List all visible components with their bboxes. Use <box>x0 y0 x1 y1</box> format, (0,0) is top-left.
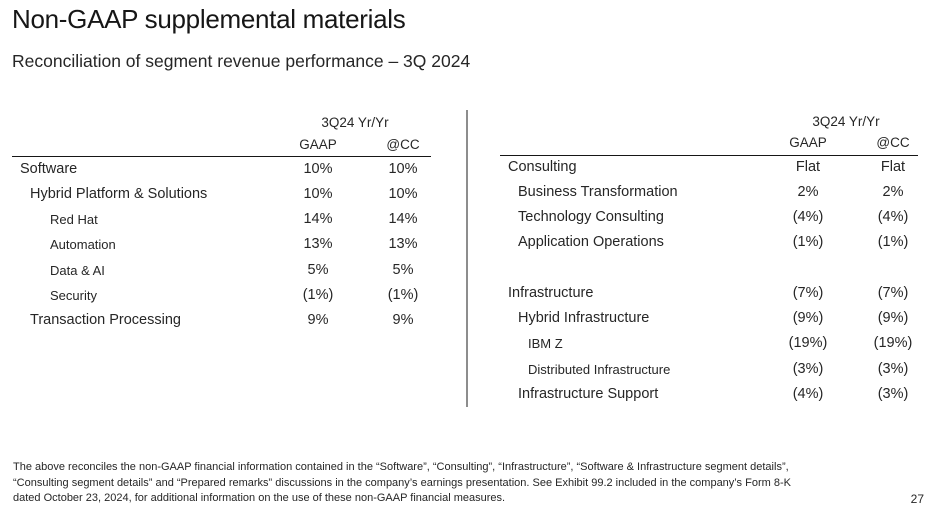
period-header: 3Q24 Yr/Yr <box>812 114 880 129</box>
row-label: Distributed Infrastructure <box>528 362 671 377</box>
footnote-line: dated October 23, 2024, for additional i… <box>13 492 506 504</box>
cc-value: (19%) <box>873 335 913 351</box>
row-label: Consulting <box>508 159 577 175</box>
table-row: Transaction Processing 9% 9% <box>12 312 432 334</box>
table-row: Consulting Flat Flat <box>500 159 920 181</box>
row-label: Transaction Processing <box>30 312 181 328</box>
column-header-gaap: GAAP <box>299 137 337 152</box>
slide-title: Non-GAAP supplemental materials <box>12 4 406 34</box>
footnote-line: “Consulting segment details” and “Prepar… <box>13 476 791 489</box>
row-label: Technology Consulting <box>518 209 664 225</box>
row-label: Security <box>50 288 97 303</box>
gaap-value: (4%) <box>792 386 824 402</box>
row-label: Application Operations <box>518 234 664 250</box>
gaap-value: (1%) <box>302 287 334 303</box>
table-row: Data & AI 5% 5% <box>12 262 432 284</box>
table-row: Distributed Infrastructure (3%) (3%) <box>500 361 920 383</box>
column-header-cc: @CC <box>386 137 420 152</box>
cc-value: 5% <box>392 262 414 278</box>
cc-value: (7%) <box>877 285 909 301</box>
cc-value: Flat <box>880 159 906 175</box>
cc-value: 9% <box>392 312 414 328</box>
page-number: 27 <box>910 492 924 506</box>
gaap-value: (1%) <box>792 234 824 250</box>
vertical-divider <box>466 110 468 407</box>
table-row: Security (1%) (1%) <box>12 287 432 309</box>
gaap-value: 5% <box>307 262 329 278</box>
cc-value: (3%) <box>877 386 909 402</box>
period-header: 3Q24 Yr/Yr <box>321 115 389 130</box>
table-row: Application Operations (1%) (1%) <box>500 234 920 256</box>
cc-value: (9%) <box>877 310 909 326</box>
gaap-value: 9% <box>307 312 329 328</box>
cc-value: (1%) <box>387 287 419 303</box>
cc-value: (4%) <box>877 209 909 225</box>
row-label: IBM Z <box>528 336 563 351</box>
footnote: The above reconciles the non-GAAP financ… <box>13 460 893 507</box>
cc-value: 13% <box>388 236 418 252</box>
gaap-value: (7%) <box>792 285 824 301</box>
row-label: Hybrid Platform & Solutions <box>30 186 208 202</box>
table-row: Hybrid Infrastructure (9%) (9%) <box>500 310 920 332</box>
footnote-line: The above reconciles the non-GAAP financ… <box>13 461 789 473</box>
header-rule <box>12 156 431 157</box>
row-label: Hybrid Infrastructure <box>518 310 650 326</box>
table-row: IBM Z (19%) (19%) <box>500 335 920 357</box>
row-label: Business Transformation <box>518 184 678 200</box>
gaap-value: Flat <box>795 159 821 175</box>
cc-value: 2% <box>882 184 904 200</box>
table-row: Hybrid Platform & Solutions 10% 10% <box>12 186 432 208</box>
cc-value: 14% <box>388 211 418 227</box>
cc-value: (3%) <box>877 361 909 377</box>
row-label: Infrastructure Support <box>518 386 659 402</box>
gaap-value: 2% <box>797 184 819 200</box>
gaap-value: 10% <box>303 161 333 177</box>
row-label: Automation <box>50 237 116 252</box>
gaap-value: (19%) <box>788 335 828 351</box>
row-label: Software <box>20 161 78 177</box>
gaap-value: (4%) <box>792 209 824 225</box>
cc-value: 10% <box>388 161 418 177</box>
slide-subtitle: Reconciliation of segment revenue perfor… <box>12 51 471 71</box>
gaap-value: (9%) <box>792 310 824 326</box>
row-label: Red Hat <box>50 212 98 227</box>
gaap-value: 14% <box>303 211 333 227</box>
table-row: Automation 13% 13% <box>12 236 432 258</box>
table-row: Technology Consulting (4%) (4%) <box>500 209 920 231</box>
column-header-cc: @CC <box>876 135 910 150</box>
cc-value: (1%) <box>877 234 909 250</box>
cc-value: 10% <box>388 186 418 202</box>
row-label: Infrastructure <box>508 285 594 301</box>
gaap-value: (3%) <box>792 361 824 377</box>
gaap-value: 10% <box>303 186 333 202</box>
column-header-gaap: GAAP <box>789 135 827 150</box>
table-row: Business Transformation 2% 2% <box>500 184 920 206</box>
gaap-value: 13% <box>303 236 333 252</box>
row-label: Data & AI <box>50 263 105 278</box>
table-row: Software 10% 10% <box>12 161 432 183</box>
table-row: Red Hat 14% 14% <box>12 211 432 233</box>
table-row: Infrastructure (7%) (7%) <box>500 285 920 307</box>
header-rule <box>500 155 918 156</box>
table-row: Infrastructure Support (4%) (3%) <box>500 386 920 408</box>
